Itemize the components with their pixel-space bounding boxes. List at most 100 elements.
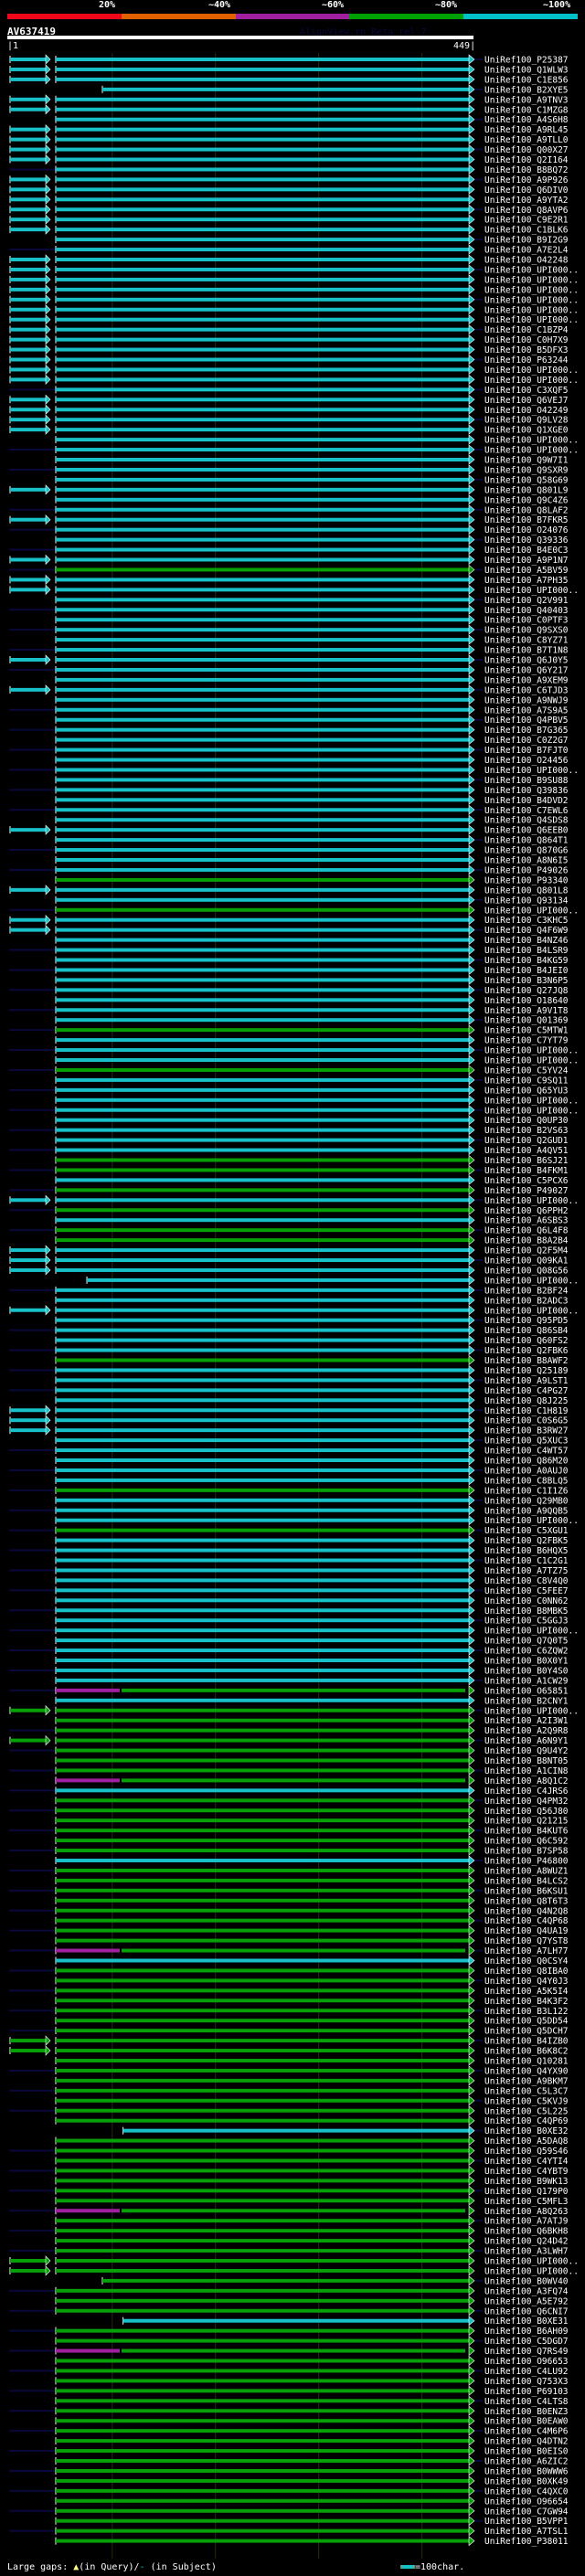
hit-row[interactable]: UniRef100_A4QV51 bbox=[9, 1144, 569, 1157]
hit-row[interactable]: UniRef100_B7G365 bbox=[9, 725, 569, 737]
hit-label[interactable]: UniRef100_A9LST1 bbox=[484, 1376, 569, 1386]
hit-row[interactable]: UniRef100_Q25189 bbox=[9, 1364, 569, 1376]
hit-row[interactable]: UniRef100_P49027 bbox=[9, 1184, 569, 1196]
hit-label[interactable]: UniRef100_UPI000.. bbox=[484, 2257, 579, 2267]
hit-label[interactable]: UniRef100_UPI000.. bbox=[484, 315, 579, 325]
hit-row[interactable]: UniRef100_Q08G56 bbox=[9, 1265, 569, 1277]
hit-row[interactable]: UniRef100_A1CW29 bbox=[55, 1675, 569, 1687]
hit-label[interactable]: UniRef100_C5MFL3 bbox=[484, 2197, 569, 2207]
hit-row[interactable]: UniRef100_B9I2G9 bbox=[55, 234, 569, 246]
hit-row[interactable]: UniRef100_C5PCX6 bbox=[55, 1174, 569, 1186]
hit-row[interactable]: UniRef100_Q8LAF2 bbox=[9, 504, 569, 516]
hit-row[interactable]: UniRef100_B6SJ21 bbox=[55, 1154, 569, 1167]
hit-row[interactable]: UniRef100_B2ADC3 bbox=[55, 1295, 569, 1307]
hit-row[interactable]: UniRef100_A9BKM7 bbox=[55, 2075, 569, 2087]
hit-label[interactable]: UniRef100_Q6C592 bbox=[484, 1837, 569, 1847]
hit-row[interactable]: UniRef100_B0Y4S0 bbox=[9, 1665, 569, 1677]
hit-row[interactable]: UniRef100_B3N6P5 bbox=[55, 974, 569, 986]
hit-row[interactable]: UniRef100_Q6L4F8 bbox=[9, 1224, 569, 1236]
hit-label[interactable]: UniRef100_P69103 bbox=[484, 2387, 569, 2397]
hit-label[interactable]: UniRef100_UPI000.. bbox=[484, 436, 579, 446]
hit-row[interactable]: UniRef100_A9RL45 bbox=[9, 123, 569, 136]
hit-label[interactable]: UniRef100_A2I3W1 bbox=[484, 1716, 569, 1726]
hit-row[interactable]: UniRef100_B2VS63 bbox=[9, 1125, 569, 1137]
hit-row[interactable]: UniRef100_O24456 bbox=[55, 754, 569, 767]
hit-label[interactable]: UniRef100_Q5DD54 bbox=[484, 2017, 569, 2027]
hit-row[interactable]: UniRef100_Q9SXR9 bbox=[9, 464, 569, 476]
hit-label[interactable]: UniRef100_B0EIS0 bbox=[484, 2447, 569, 2457]
hit-row[interactable]: UniRef100_C4QXC0 bbox=[9, 2486, 569, 2497]
hit-row[interactable]: UniRef100_Q6PPH2 bbox=[9, 1204, 569, 1216]
hit-row[interactable]: UniRef100_UPI000.. bbox=[9, 584, 579, 596]
hit-row[interactable]: UniRef100_A9P1N7 bbox=[9, 554, 569, 567]
hit-row[interactable]: UniRef100_B8NT05 bbox=[55, 1754, 569, 1767]
hit-row[interactable]: UniRef100_Q870G6 bbox=[9, 844, 569, 856]
hit-row[interactable]: UniRef100_C1H819 bbox=[9, 1405, 569, 1416]
hit-label[interactable]: UniRef100_A7TSL1 bbox=[484, 2527, 569, 2537]
hit-label[interactable]: UniRef100_Q4Y0J3 bbox=[484, 1977, 569, 1987]
hit-label[interactable]: UniRef100_B4E0C3 bbox=[484, 546, 569, 556]
hit-row[interactable]: UniRef100_C0S6G5 bbox=[9, 1415, 569, 1426]
hit-row[interactable]: UniRef100_B4IZB0 bbox=[9, 2035, 569, 2047]
hit-row[interactable]: UniRef100_UPI000.. bbox=[55, 1515, 579, 1527]
hit-label[interactable]: UniRef100_B4JEI0 bbox=[484, 966, 569, 976]
hit-row[interactable]: UniRef100_Q56J80 bbox=[9, 1805, 569, 1817]
hit-row[interactable]: UniRef100_C1C2G1 bbox=[55, 1554, 569, 1567]
hit-row[interactable]: UniRef100_A7S9A5 bbox=[9, 705, 569, 716]
hit-label[interactable]: UniRef100_B7FJT0 bbox=[484, 746, 569, 756]
hit-row[interactable]: UniRef100_UPI000.. bbox=[9, 764, 579, 776]
hit-row[interactable]: UniRef100_C8YZ71 bbox=[55, 634, 569, 646]
hit-row[interactable]: UniRef100_C0PTF3 bbox=[55, 614, 569, 626]
hit-label[interactable]: UniRef100_UPI000.. bbox=[484, 446, 579, 456]
hit-row[interactable]: UniRef100_Q864T1 bbox=[55, 834, 569, 846]
hit-label[interactable]: UniRef100_Q08G56 bbox=[484, 1266, 569, 1276]
hit-row[interactable]: UniRef100_UPI000.. bbox=[86, 1275, 579, 1287]
hit-label[interactable]: UniRef100_P63244 bbox=[484, 355, 569, 366]
hit-row[interactable]: UniRef100_C9E2R1 bbox=[9, 214, 569, 226]
hit-row[interactable]: UniRef100_C4LU92 bbox=[9, 2365, 569, 2377]
hit-label[interactable]: UniRef100_A3LWH7 bbox=[484, 2247, 569, 2257]
hit-row[interactable]: UniRef100_C4YBT9 bbox=[9, 2165, 569, 2177]
hit-label[interactable]: UniRef100_O18640 bbox=[484, 996, 569, 1006]
hit-label[interactable]: UniRef100_A5DAQ8 bbox=[484, 2136, 569, 2147]
hit-row[interactable]: UniRef100_A8N6I5 bbox=[55, 854, 569, 866]
hit-label[interactable]: UniRef100_C4QXC0 bbox=[484, 2486, 569, 2496]
hit-label[interactable]: UniRef100_UPI000.. bbox=[484, 305, 579, 315]
hit-label[interactable]: UniRef100_Q864T1 bbox=[484, 836, 569, 846]
hit-label[interactable]: UniRef100_UPI000.. bbox=[484, 586, 579, 596]
hit-row[interactable]: UniRef100_A7TSL1 bbox=[9, 2526, 569, 2538]
hit-row[interactable]: UniRef100_Q5XUC3 bbox=[55, 1435, 569, 1447]
hit-row[interactable]: UniRef100_B3L122 bbox=[9, 2005, 569, 2017]
hit-row[interactable]: UniRef100_A9XEM9 bbox=[55, 674, 569, 686]
hit-row[interactable]: UniRef100_Q2V991 bbox=[55, 594, 569, 606]
hit-row[interactable]: UniRef100_B4LCS2 bbox=[55, 1875, 569, 1887]
hit-label[interactable]: UniRef100_C5FEE7 bbox=[484, 1586, 569, 1596]
hit-row[interactable]: UniRef100_A8WUZ1 bbox=[9, 1865, 569, 1877]
hit-label[interactable]: UniRef100_A5E792 bbox=[484, 2296, 569, 2306]
hit-row[interactable]: UniRef100_A6N9Y1 bbox=[9, 1734, 569, 1747]
hit-label[interactable]: UniRef100_Q9LV28 bbox=[484, 416, 569, 426]
hit-label[interactable]: UniRef100_C4QP68 bbox=[484, 1916, 569, 1926]
hit-label[interactable]: UniRef100_B6AH09 bbox=[484, 2327, 569, 2337]
hit-label[interactable]: UniRef100_Q6BKH8 bbox=[484, 2227, 569, 2237]
hit-row[interactable]: UniRef100_B0WWW6 bbox=[9, 2465, 569, 2477]
hit-label[interactable]: UniRef100_A8Q1C2 bbox=[484, 1776, 569, 1786]
hit-row[interactable]: UniRef100_B0EIS0 bbox=[9, 2445, 569, 2457]
hit-row[interactable]: UniRef100_Q21215 bbox=[55, 1815, 569, 1827]
hit-row[interactable]: UniRef100_Q6C592 bbox=[55, 1835, 569, 1847]
hit-row[interactable]: UniRef100_Q4Y0J3 bbox=[55, 1975, 569, 1987]
hit-row[interactable]: UniRef100_C5DGD7 bbox=[55, 2335, 569, 2348]
hit-label[interactable]: UniRef100_C5DGD7 bbox=[484, 2337, 569, 2347]
hit-label[interactable]: UniRef100_C4JRS6 bbox=[484, 1786, 569, 1797]
hit-row[interactable]: UniRef100_C5KVJ9 bbox=[55, 2095, 569, 2107]
hit-label[interactable]: UniRef100_A9XEM9 bbox=[484, 675, 569, 685]
hit-row[interactable]: UniRef100_P25387 bbox=[9, 54, 569, 66]
hit-label[interactable]: UniRef100_C1I1Z6 bbox=[484, 1486, 569, 1496]
hit-label[interactable]: UniRef100_Q00X27 bbox=[484, 145, 569, 155]
hit-label[interactable]: UniRef100_Q1XGE0 bbox=[484, 426, 569, 436]
hit-label[interactable]: UniRef100_P49026 bbox=[484, 865, 569, 875]
hit-row[interactable]: UniRef100_B3RW27 bbox=[9, 1425, 569, 1436]
hit-label[interactable]: UniRef100_C1E856 bbox=[484, 75, 569, 85]
hit-label[interactable]: UniRef100_Q4UA19 bbox=[484, 1926, 569, 1936]
hit-label[interactable]: UniRef100_Q2FBK6 bbox=[484, 1346, 569, 1356]
